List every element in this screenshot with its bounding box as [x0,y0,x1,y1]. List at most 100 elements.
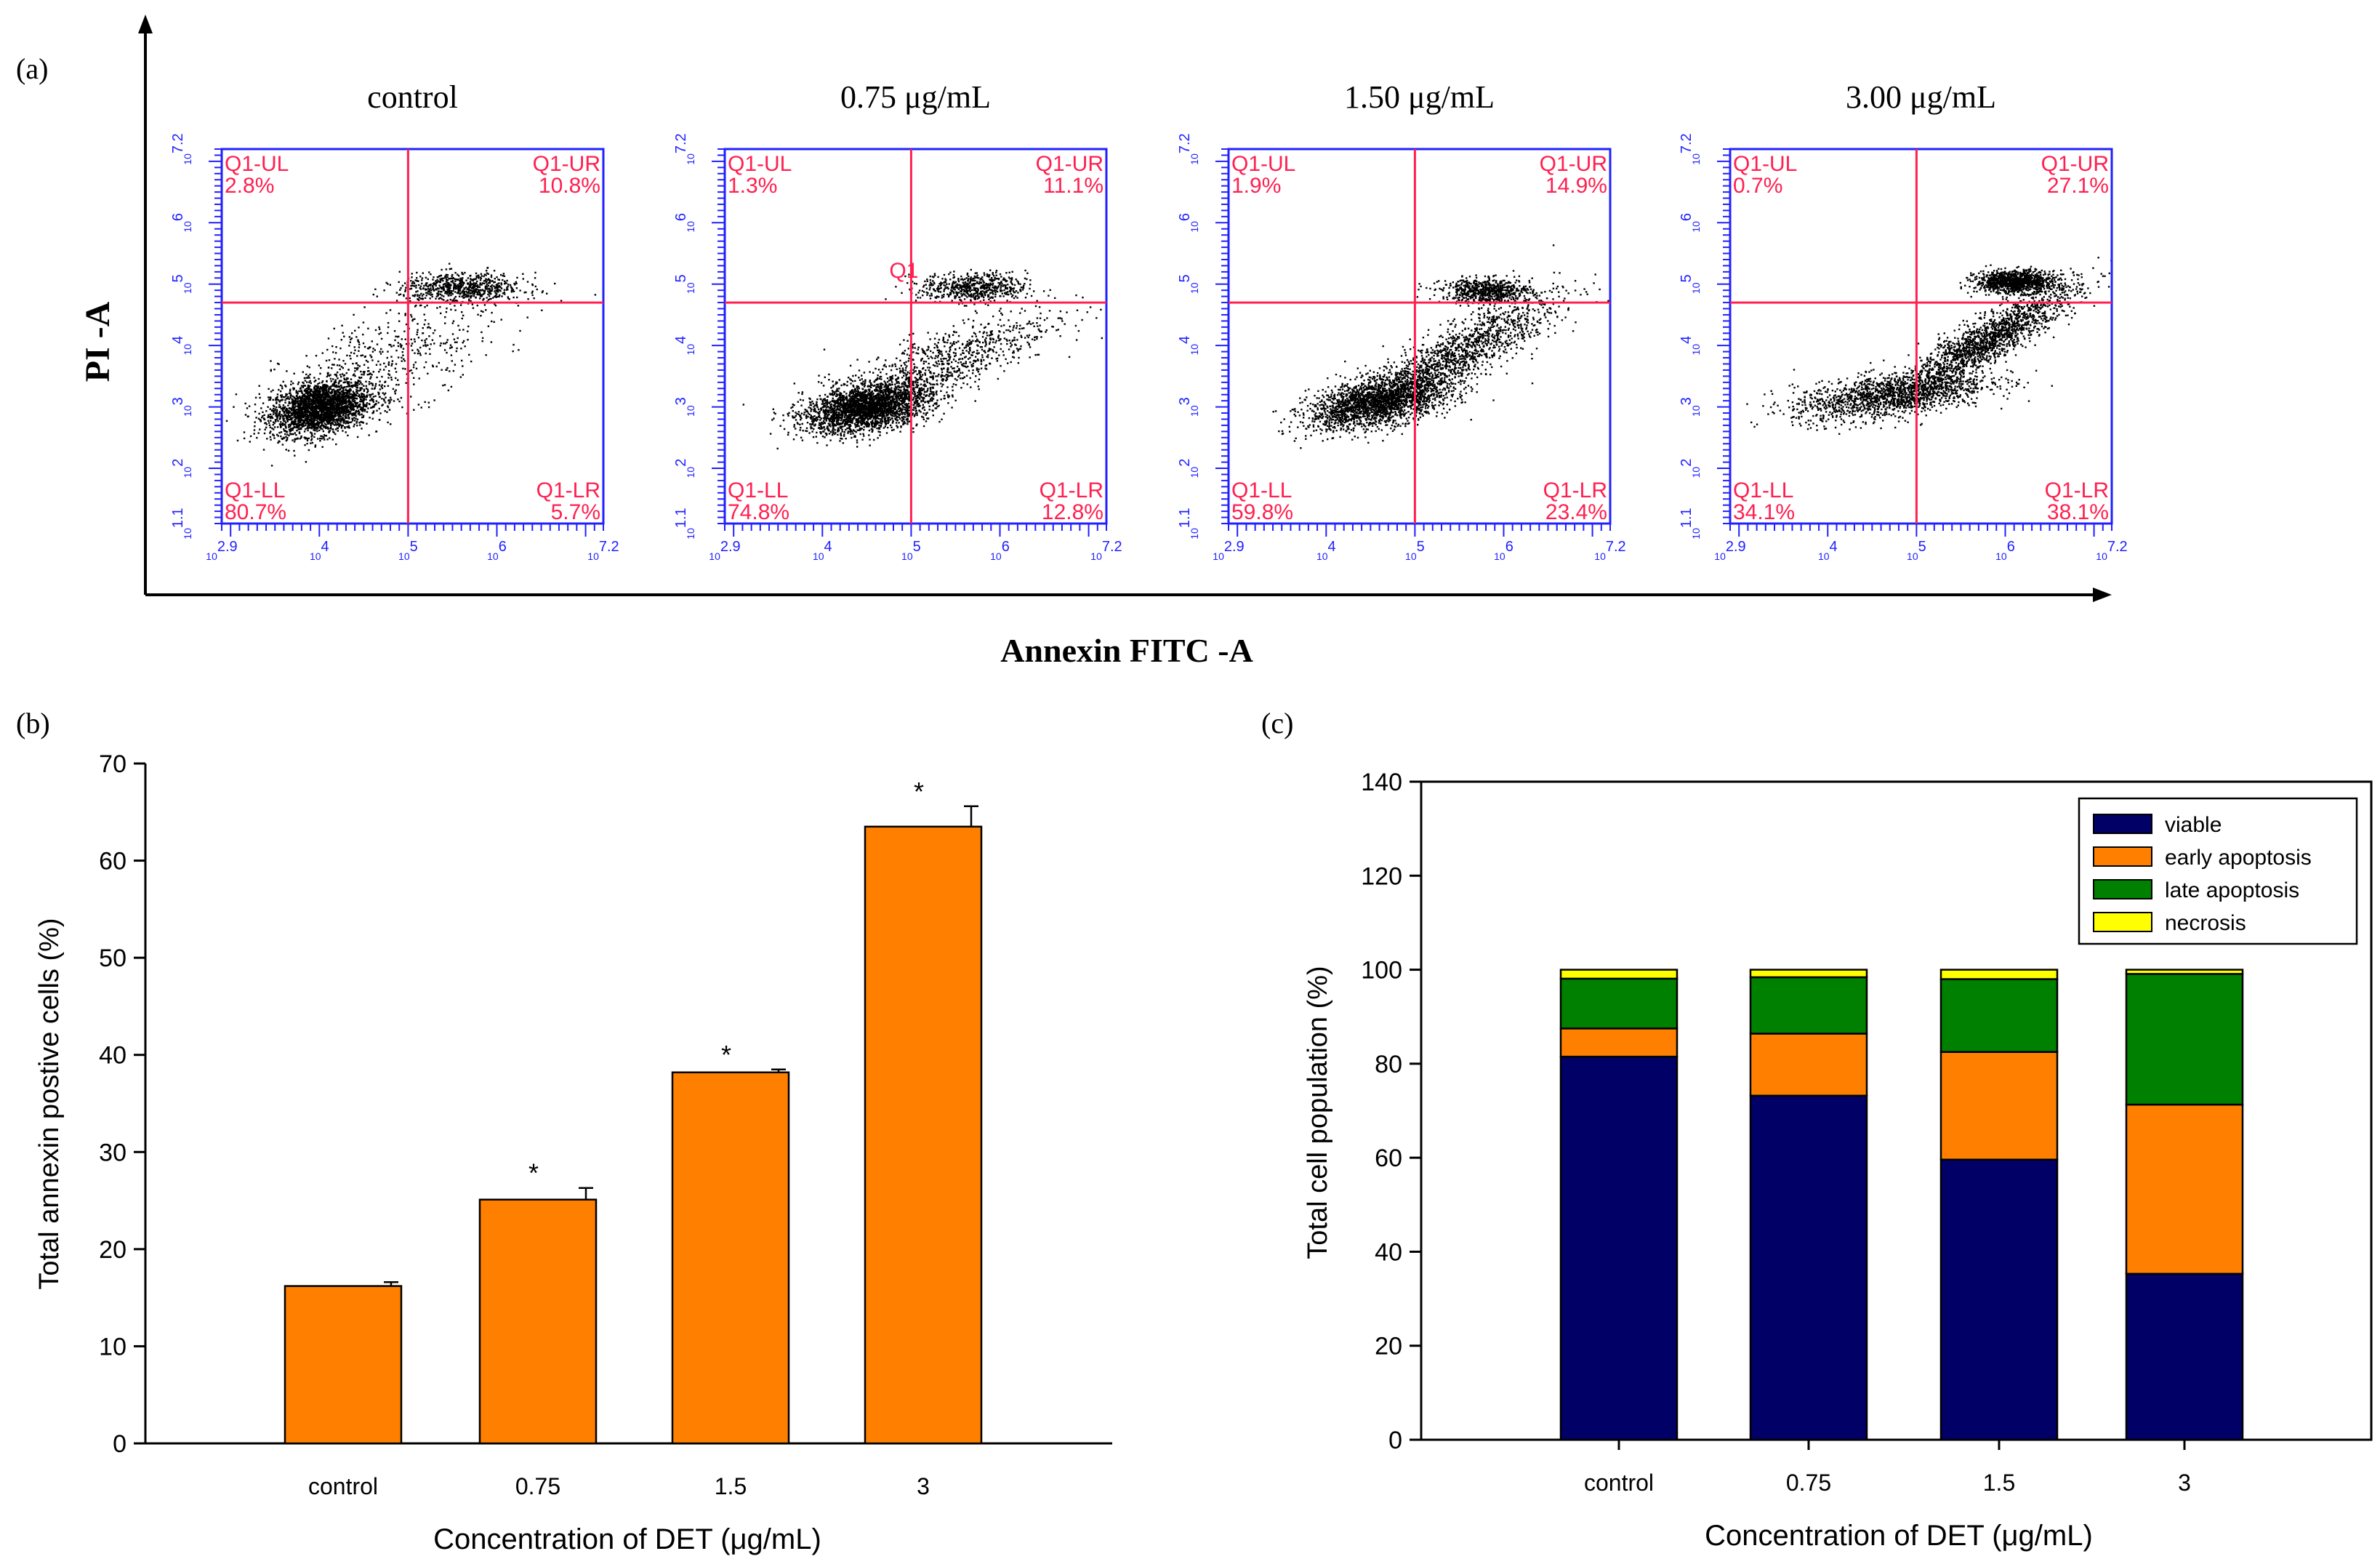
event-dot [302,382,305,385]
event-dot [293,441,296,443]
event-dot [367,390,369,392]
event-dot [348,427,350,429]
event-dot [354,402,356,404]
event-dot [265,422,267,424]
event-dot [342,412,345,414]
event-dot [477,289,479,291]
event-dot [833,399,835,401]
event-dot [354,394,356,396]
event-dot [415,367,418,370]
event-dot [457,284,459,286]
event-dot [341,324,343,326]
event-dot [802,399,804,401]
event-dot [273,408,275,410]
event-dot [339,388,341,390]
event-dot [244,402,246,405]
event-dot [832,409,835,412]
event-dot [457,275,460,277]
event-dot [254,410,257,413]
event-dot [275,398,277,401]
event-dot [276,409,278,412]
event-dot [361,414,363,416]
event-dot [354,329,356,332]
event-dot [294,402,297,404]
event-dot [404,289,407,291]
event-dot [477,291,480,293]
event-dot [307,402,309,404]
event-dot [342,393,345,396]
event-dot [496,276,498,278]
event-dot [272,389,274,391]
event-dot [323,414,325,416]
event-dot [333,409,335,412]
event-dot [358,343,361,345]
quadrant-value-UR: 10.8% [539,174,600,198]
event-dot [323,412,326,414]
event-dot [310,402,313,404]
event-dot [395,383,398,386]
event-dot [308,396,310,399]
event-dot [361,416,363,419]
event-dot [387,399,390,402]
event-dot [430,287,432,289]
event-dot [902,412,904,414]
event-dot [370,393,372,396]
event-dot [832,430,835,433]
event-dot [371,412,374,414]
event-dot [459,287,462,290]
event-dot [293,422,295,425]
event-dot [499,290,502,292]
event-dot [792,415,794,417]
event-dot [492,297,494,299]
event-dot [280,435,282,438]
event-dot [246,407,249,409]
event-dot [409,288,411,290]
event-dot [302,401,305,403]
event-dot [314,414,316,417]
event-dot [288,416,291,418]
event-dot [816,441,819,444]
event-dot [358,412,361,414]
event-dot [456,287,458,289]
event-dot [278,400,281,402]
event-dot [382,392,384,394]
event-dot [511,290,513,292]
event-dot [312,404,314,406]
event-dot [321,393,324,396]
event-dot [435,295,438,297]
event-dot [473,282,475,284]
event-dot [869,444,871,446]
event-dot [862,416,864,419]
event-dot [337,416,339,418]
event-dot [371,399,374,401]
event-dot [479,282,481,284]
event-dot [424,401,426,404]
event-dot [426,282,428,284]
event-dot [339,391,341,394]
event-dot [411,273,413,275]
event-dot [353,409,355,412]
event-dot [307,429,309,432]
event-dot [283,406,286,409]
event-dot [272,424,274,426]
event-dot [341,419,344,422]
event-dot [497,291,499,293]
event-dot [368,434,370,436]
event-dot [366,411,369,413]
event-dot [498,282,500,284]
event-dot [824,416,826,418]
event-dot [329,407,331,409]
event-dot [272,404,275,406]
event-dot [371,359,374,361]
event-dot [824,404,827,407]
event-dot [347,382,350,385]
event-dot [310,438,313,440]
event-dot [454,272,457,274]
event-dot [494,292,496,294]
event-dot [303,421,306,423]
event-dot [459,280,462,282]
event-dot [853,422,856,425]
event-dot [363,404,365,406]
event-dot [343,418,345,421]
event-dot [361,410,364,412]
